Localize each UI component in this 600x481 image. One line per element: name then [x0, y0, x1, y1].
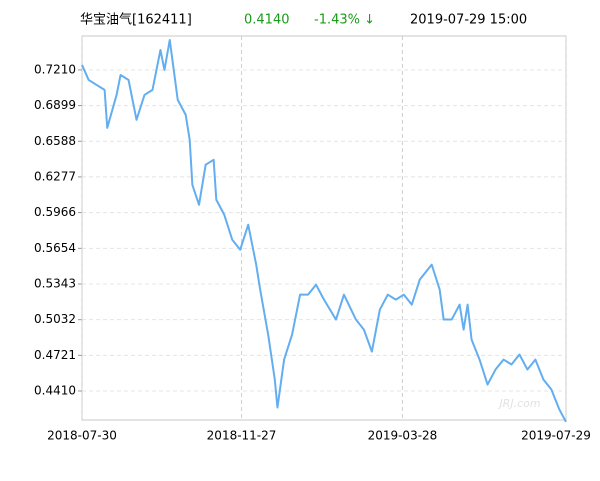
watermark: JRJ.com: [497, 397, 540, 410]
price-line: [81, 39, 567, 423]
plot-frame: [81, 35, 567, 421]
y-tick-label: 0.7210: [34, 62, 76, 76]
x-tick-label: 2019-03-28: [368, 429, 438, 443]
y-tick-label: 0.5343: [34, 277, 76, 291]
y-tick-label: 0.6588: [34, 134, 76, 148]
chart-title: 华宝油气[162411]: [80, 12, 192, 28]
y-tick-label: 0.4410: [34, 383, 76, 397]
y-tick-label: 0.5966: [34, 205, 76, 219]
x-tick-label: 2018-07-30: [47, 429, 117, 443]
y-tick-label: 0.5032: [34, 312, 76, 326]
y-tick-label: 0.6277: [34, 169, 76, 183]
x-tick-label: 2018-11-27: [207, 429, 277, 443]
y-tick-label: 0.6899: [34, 98, 76, 112]
timestamp: 2019-07-29 15:00: [410, 13, 527, 28]
last-price: 0.4140: [244, 13, 290, 28]
y-tick-label: 0.4721: [34, 348, 76, 362]
price-change: -1.43% ↓: [314, 13, 375, 28]
x-tick-label: 2019-07-29: [521, 429, 591, 443]
y-tick-label: 0.5654: [34, 241, 76, 255]
